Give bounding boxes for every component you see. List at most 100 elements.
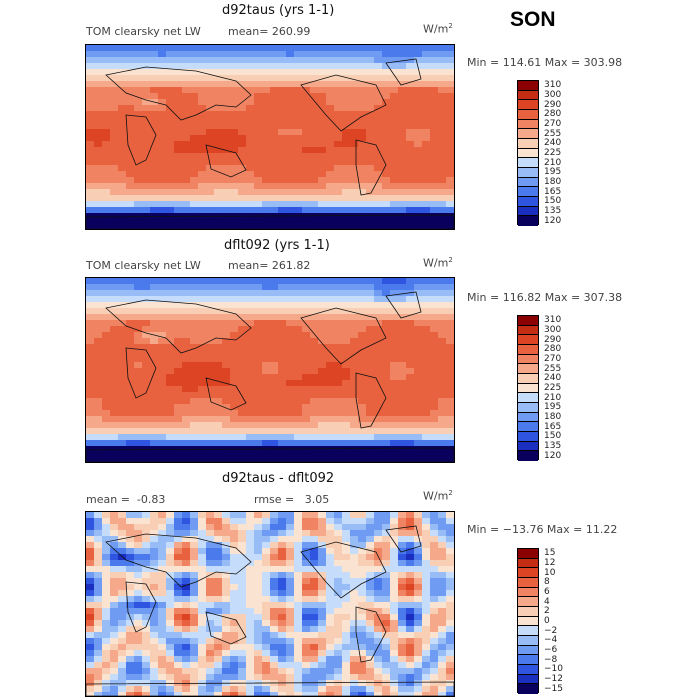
field-cell [118,135,127,142]
field-cell [438,548,447,555]
field-cell [214,626,223,633]
field-cell [294,524,303,531]
field-cell [94,183,103,190]
field-cell [182,536,191,543]
field-cell [342,596,351,603]
field-cell [254,57,263,64]
field-cell [110,278,119,285]
field-cell [246,548,255,555]
field-cell [286,356,295,363]
field-cell [382,123,391,130]
field-cell [158,602,167,609]
colorbar-swatch [518,206,538,217]
field-cell [326,183,335,190]
field-cell [278,183,287,190]
field-cell [390,398,399,405]
field-cell [246,620,255,627]
field-cell [278,662,287,669]
field-cell [430,165,439,172]
field-cell [358,141,367,148]
field-cell [374,392,383,399]
field-cell [358,117,367,124]
field-cell [406,632,415,639]
field-cell [126,656,135,663]
field-cell [390,320,399,327]
field-cell [174,314,183,321]
field-cell [86,159,95,166]
field-cell [422,57,431,64]
field-cell [414,626,423,633]
field-cell [134,422,143,429]
field-cell [270,356,279,363]
field-cell [270,57,279,64]
field-cell [230,674,239,681]
field-cell [86,93,95,100]
field-cell [398,189,407,196]
field-cell [422,189,431,196]
field-cell [398,111,407,118]
field-cell [270,350,279,357]
field-cell [286,422,295,429]
field-cell [342,578,351,585]
field-cell [150,87,159,94]
field-cell [254,428,263,435]
field-cell [102,326,111,333]
field-cell [366,386,375,393]
field-cell [238,590,247,597]
field-cell [150,69,159,76]
field-cell [222,207,231,214]
field-cell [302,111,311,118]
field-cell [326,656,335,663]
field-cell [238,201,247,208]
field-cell [422,356,431,363]
field-cell [294,141,303,148]
field-cell [302,99,311,106]
field-cell [398,93,407,100]
field-cell [302,542,311,549]
field-cell [406,284,415,291]
field-cell [182,374,191,381]
field-cell [214,338,223,345]
field-cell [190,290,199,297]
field-cell [278,69,287,76]
field-cell [158,428,167,435]
field-cell [222,362,231,369]
field-cell [110,225,119,229]
field-cell [366,159,375,166]
field-cell [382,386,391,393]
field-cell [182,302,191,309]
field-cell [118,542,127,549]
field-cell [206,93,215,100]
colorbar-swatch [518,81,538,91]
field-cell [246,57,255,64]
field-cell [286,69,295,76]
field-cell [438,296,447,303]
field-cell [126,602,135,609]
field-cell [110,195,119,202]
field-cell [166,548,175,555]
field-cell [350,584,359,591]
field-cell [238,596,247,603]
field-cell [142,650,151,657]
field-cell [382,524,391,531]
field-cell [254,314,263,321]
field-cell [406,183,415,190]
field-cell [262,428,271,435]
field-cell [134,590,143,597]
field-cell [142,284,151,291]
field-cell [318,57,327,64]
field-cell [174,578,183,585]
field-cell [302,45,311,52]
field-cell [278,422,287,429]
field-cell [126,434,135,441]
field-cell [102,165,111,172]
field-cell [422,147,431,154]
field-cell [270,117,279,124]
field-cell [390,578,399,585]
field-cell [246,386,255,393]
field-cell [190,135,199,142]
field-cell [238,302,247,309]
field-cell [222,195,231,202]
field-cell [270,686,279,693]
field-cell [246,75,255,82]
